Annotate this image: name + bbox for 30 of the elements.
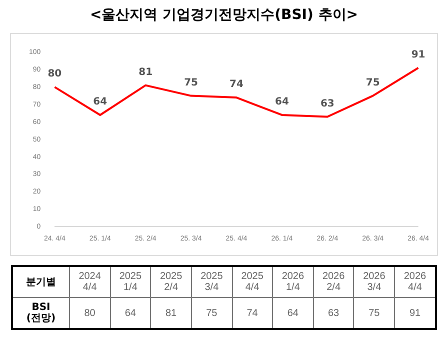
data-label: 64 [93, 96, 108, 108]
data-label: 74 [232, 298, 273, 329]
data-label: 64 [272, 298, 314, 329]
data-label: 63 [313, 298, 354, 329]
data-label: 63 [320, 98, 334, 110]
x-tick-label: 2024 4/4 [70, 266, 110, 298]
y-tick-label: BSI (전망) [12, 298, 70, 329]
data-label: 74 [230, 79, 244, 90]
data-label: 75 [184, 77, 198, 88]
data-label: 91 [394, 298, 436, 329]
x-tick-label: 2026 3/4 [354, 266, 394, 298]
data-label: 80 [48, 68, 62, 80]
x-tick-label: 2026 1/4 [272, 266, 314, 298]
data-label: 80 [70, 298, 110, 329]
chart-title: <울산지역 기업경기전망지수(BSI) 추이> [89, 6, 359, 24]
x-tick-label: 2025 3/4 [191, 266, 232, 298]
text: 분기별 [12, 266, 70, 298]
data-label: 75 [366, 77, 380, 88]
data-label: 64 [110, 298, 151, 329]
data-label: 75 [191, 298, 232, 329]
data-label: 81 [138, 66, 153, 78]
data-label: 75 [354, 298, 394, 329]
data-label: 64 [274, 96, 289, 108]
x-tick-label: 2026 2/4 [313, 266, 354, 298]
data-label: 81 [150, 298, 192, 329]
data-label: 91 [411, 49, 426, 60]
x-tick-label: 2025 1/4 [110, 266, 151, 298]
x-tick-label: 2025 2/4 [150, 266, 192, 298]
x-tick-label: 2025 4/4 [232, 266, 273, 298]
x-tick-label: 2026 4/4 [394, 266, 436, 298]
